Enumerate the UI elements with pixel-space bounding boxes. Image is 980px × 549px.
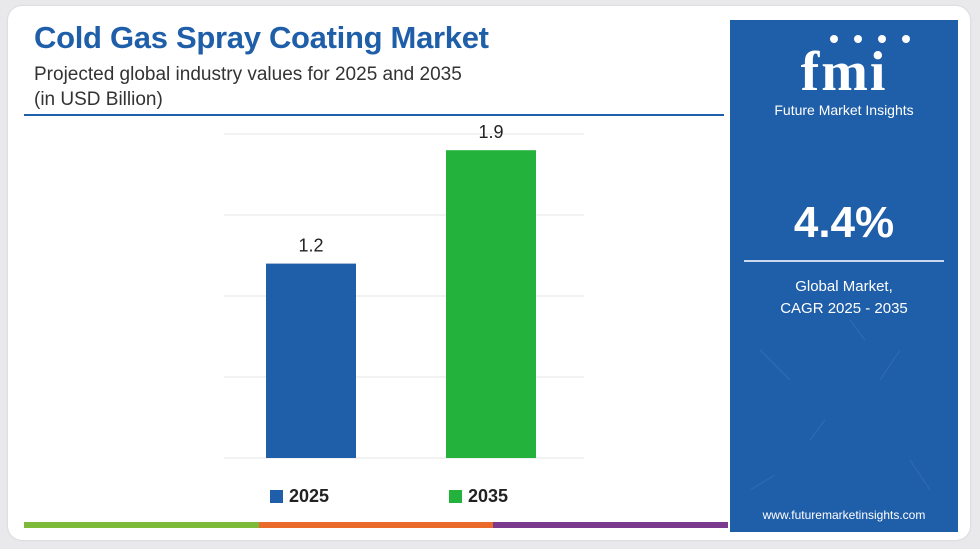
bottom-color-strip (24, 522, 729, 528)
cagr-label-line-1: Global Market, (795, 278, 893, 295)
logo-wordmark: fmi (800, 41, 888, 103)
logo-subtitle: Future Market Insights (774, 102, 914, 118)
subtitle-line-1: Projected global industry values for 202… (34, 64, 462, 85)
header-divider (24, 114, 724, 116)
panel-divider (744, 260, 944, 262)
cagr-label-line-2: CAGR 2025 - 2035 (780, 300, 908, 317)
bar-2025 (266, 263, 356, 458)
data-label-2025: 1.2 (298, 236, 323, 256)
legend-swatch-2025 (270, 490, 283, 503)
subtitle-line-2: (in USD Billion) (34, 89, 163, 110)
chart-subtitle: Projected global industry values for 202… (34, 62, 594, 112)
bar-chart: 1.2 1.9 (224, 122, 584, 459)
infographic-card: Cold Gas Spray Coating Market Projected … (8, 6, 970, 540)
chart-title: Cold Gas Spray Coating Market (34, 20, 489, 55)
legend-item-2035: 2035 (449, 486, 508, 507)
legend-swatch-2035 (449, 490, 462, 503)
cagr-label: Global Market, CAGR 2025 - 2035 (730, 276, 958, 320)
data-label-2035: 1.9 (478, 122, 503, 142)
legend-label-2025: 2025 (289, 486, 330, 506)
fmi-logo[interactable]: fmi Future Market Insights (730, 34, 958, 118)
website-url[interactable]: www.futuremarketinsights.com (762, 508, 926, 522)
cagr-value: 4.4% (793, 198, 895, 247)
side-panel: fmi Future Market Insights 4.4% Global M… (730, 20, 958, 532)
legend-label-2035: 2035 (468, 486, 509, 506)
legend-item-2025: 2025 (270, 486, 329, 507)
bar-2035 (446, 150, 536, 458)
logo-figures-icon (830, 35, 910, 43)
panel-texture (749, 319, 931, 491)
